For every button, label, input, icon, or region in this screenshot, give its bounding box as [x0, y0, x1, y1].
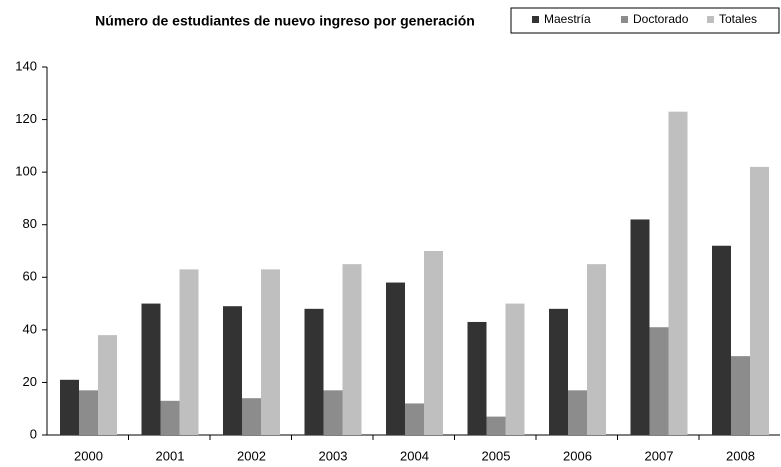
- legend-swatch: [707, 16, 714, 23]
- x-tick-label: 2008: [726, 448, 755, 463]
- y-tick-label: 120: [15, 111, 37, 126]
- bar: [668, 111, 688, 435]
- bar: [467, 321, 487, 435]
- x-tick-label: 2004: [400, 448, 429, 463]
- y-tick-label: 40: [23, 321, 37, 336]
- bar: [549, 308, 568, 435]
- y-tick-label: 60: [23, 269, 37, 284]
- bar: [405, 403, 424, 435]
- y-tick-label: 100: [15, 164, 37, 179]
- bar: [79, 390, 98, 435]
- legend-label: Maestría: [544, 12, 591, 26]
- bar: [649, 327, 669, 435]
- bar: [261, 269, 280, 435]
- legend-swatch: [532, 16, 539, 23]
- bar: [731, 356, 750, 435]
- x-tick-label: 2005: [482, 448, 511, 463]
- bar: [342, 264, 362, 435]
- x-tick-label: 2006: [563, 448, 592, 463]
- bar: [242, 398, 261, 435]
- bar: [304, 308, 324, 435]
- bar: [223, 306, 242, 435]
- x-tick-label: 2003: [319, 448, 348, 463]
- bar: [505, 303, 525, 435]
- bar: [486, 416, 506, 435]
- bar: [568, 390, 587, 435]
- x-tick-label: 2001: [156, 448, 185, 463]
- bar: [160, 400, 180, 435]
- bar: [98, 335, 117, 435]
- bar: [630, 219, 650, 435]
- bar: [386, 282, 405, 435]
- x-tick-label: 2000: [74, 448, 103, 463]
- legend-swatch: [621, 16, 628, 23]
- x-tick-label: 2007: [645, 448, 674, 463]
- y-tick-label: 140: [15, 58, 37, 73]
- bar: [712, 245, 731, 435]
- legend-label: Doctorado: [633, 12, 689, 26]
- y-tick-label: 80: [23, 216, 37, 231]
- bar: [323, 390, 343, 435]
- chart-title: Número de estudiantes de nuevo ingreso p…: [95, 13, 475, 29]
- bar: [141, 303, 161, 435]
- legend-label: Totales: [719, 12, 757, 26]
- y-tick-label: 0: [30, 426, 37, 441]
- y-tick-label: 20: [23, 374, 37, 389]
- bar: [424, 251, 443, 435]
- legend-box: [510, 7, 780, 34]
- bar: [60, 379, 79, 435]
- bar: [179, 269, 199, 435]
- bar: [587, 264, 606, 435]
- bar: [750, 166, 769, 435]
- x-tick-label: 2002: [237, 448, 266, 463]
